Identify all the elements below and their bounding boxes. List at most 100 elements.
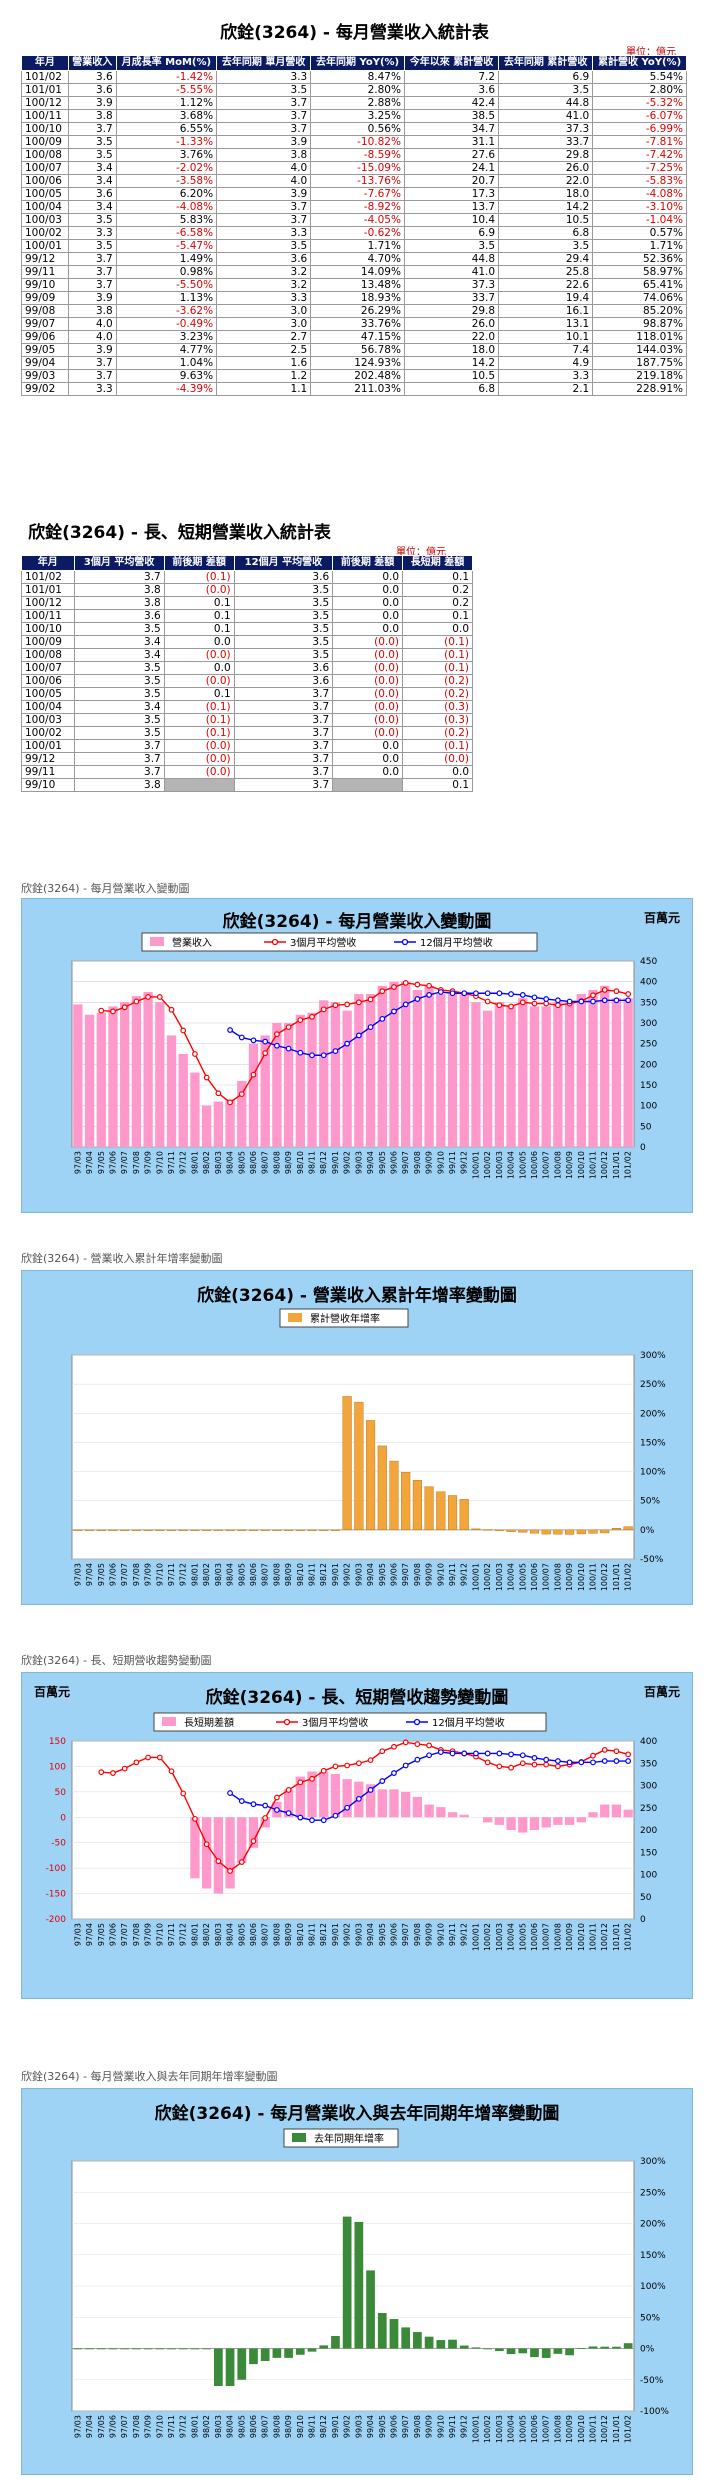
avg3-point (250, 1071, 257, 1078)
table-cell: 22.0 (403, 330, 500, 344)
table-cell: 3.7 (216, 200, 312, 214)
cumulative-yoy-bar (494, 1529, 504, 1531)
avg3-point (273, 1031, 280, 1038)
table-cell: 16.1 (498, 304, 594, 318)
table-row: 100/07 3.5 0.0 3.6 (0.0) (0.1) (21, 661, 473, 675)
table-cell: 100/07 (21, 161, 69, 175)
diff-bar (553, 1817, 563, 1825)
avg3-point (519, 999, 526, 1006)
table-cell: 10.5 (403, 369, 500, 383)
avg12-point (297, 1814, 304, 1821)
yoy-bar (401, 2327, 411, 2349)
table-cell: 52.36% (592, 252, 687, 266)
x-tick-label: 97/12 (179, 1151, 188, 1174)
x-tick-label: 98/11 (308, 2415, 317, 2438)
x-tick-label: 100/03 (495, 1563, 504, 1591)
x-tick-label: 97/10 (155, 2415, 164, 2438)
x-tick-label: 101/02 (624, 1563, 633, 1591)
cumulative-yoy-bar (155, 1529, 165, 1531)
x-tick-label: 97/06 (108, 2415, 117, 2438)
table-cell: 33.7 (498, 135, 594, 149)
table-cell: 0.0 (402, 622, 473, 636)
table-cell: 1.49% (115, 252, 218, 266)
revenue-bar (143, 992, 153, 1147)
avg12-point (227, 1790, 233, 1796)
diff-bar (225, 1817, 235, 1889)
table-cell: 41.0 (498, 109, 594, 123)
cumulative-yoy-bar (483, 1529, 493, 1531)
avg12-point (508, 991, 514, 997)
x-tick-label: 99/02 (343, 2415, 352, 2438)
avg3-point (133, 1759, 140, 1766)
chart4-caption: 欣銓(3264) - 每月營業收入與去年同期年增率變動圖 (21, 2070, 278, 2083)
yoy-bar (202, 2348, 211, 2350)
table-cell: (0.0) (163, 752, 235, 766)
table-row: 99/10 3.7 -5.50% 3.2 13.48% 37.3 22.6 65.41% (21, 278, 687, 292)
x-tick-label: 98/02 (202, 2415, 211, 2438)
x-tick-label: 97/10 (155, 1151, 164, 1174)
plot-area (71, 1740, 635, 1920)
y-tick-label: 450 (640, 957, 657, 967)
yoy-bar (73, 2348, 83, 2350)
x-tick-label: 98/06 (249, 1923, 258, 1946)
table-cell: 26.0 (403, 317, 500, 331)
avg3-point (285, 1787, 292, 1793)
x-tick-label: 98/11 (308, 1151, 317, 1174)
revenue-bar (365, 994, 376, 1147)
table-cell: 3.5 (216, 239, 312, 253)
table-cell: -1.42% (115, 70, 218, 84)
x-tick-label: 100/06 (530, 1923, 539, 1951)
table-cell: 3.6 (233, 661, 334, 675)
x-tick-label: 97/08 (132, 2415, 141, 2438)
table-row: 100/09 3.4 0.0 3.5 (0.0) (0.1) (21, 635, 473, 649)
cumulative-yoy-bar (225, 1529, 235, 1531)
longshort-trend-chart: -200 -150 -100 -50 0 50 100 150 0 50 100 150 200 250 3… (46, 1712, 657, 1951)
yoy-bar (190, 2348, 200, 2350)
avg3-point (496, 1002, 503, 1009)
x-tick-label: 98/07 (261, 1151, 270, 1174)
diff-bar (401, 1791, 411, 1818)
monthly-unit-label: 單位：億元 (626, 47, 676, 58)
revenue-bar (225, 1099, 235, 1147)
table-cell: 0.56% (310, 122, 405, 136)
revenue-bar (354, 994, 364, 1147)
y-right-tick-label: 250 (640, 1804, 657, 1814)
table-cell: -3.10% (592, 200, 687, 214)
yoy-bar (471, 2347, 481, 2349)
column-header: 營業收入 (67, 55, 117, 71)
legend-marker (271, 938, 279, 946)
table-cell: 6.8 (403, 382, 500, 396)
yoy-bar (284, 2348, 293, 2358)
cumulative-yoy-bar (307, 1529, 317, 1531)
diff-bar (201, 1817, 212, 1889)
x-tick-label: 98/10 (296, 1151, 305, 1174)
x-tick-label: 98/01 (190, 1923, 199, 1946)
y-tick-label: 400 (640, 978, 657, 988)
table-cell: -4.39% (115, 382, 218, 396)
revenue-bar (120, 1002, 130, 1147)
table-cell: 0.1 (402, 778, 473, 792)
avg12-point (496, 1750, 503, 1757)
table-cell: 5.83% (115, 213, 218, 227)
x-tick-label: 99/09 (425, 1923, 434, 1946)
table-cell: (0.3) (402, 713, 473, 727)
avg12-point (531, 994, 538, 1001)
table-cell: 29.4 (498, 252, 594, 266)
x-tick-label: 97/07 (120, 2415, 129, 2438)
chart3-panel: 欣銓(3264) - 長、短期營收趨勢變動圖 百萬元 百萬元 -200 -150-… (21, 1672, 693, 1999)
table-cell: 3.3 (498, 369, 594, 383)
avg3-point (414, 981, 421, 988)
table-cell: -8.92% (310, 200, 405, 214)
diff-bar (389, 1789, 399, 1818)
avg3-point (285, 1024, 292, 1031)
y-tick-label: 350 (640, 998, 657, 1008)
x-tick-label: 99/09 (425, 1151, 434, 1174)
table-cell: (0.0) (332, 687, 404, 701)
avg3-point (168, 1006, 175, 1013)
table-cell: 100/11 (21, 109, 69, 123)
avg3-point (601, 1746, 608, 1753)
avg3-point (601, 987, 608, 993)
column-header: 去年同期 單月營收 (216, 55, 312, 71)
cumulative-yoy-bar (588, 1529, 598, 1534)
table-cell: 2.5 (216, 343, 312, 357)
